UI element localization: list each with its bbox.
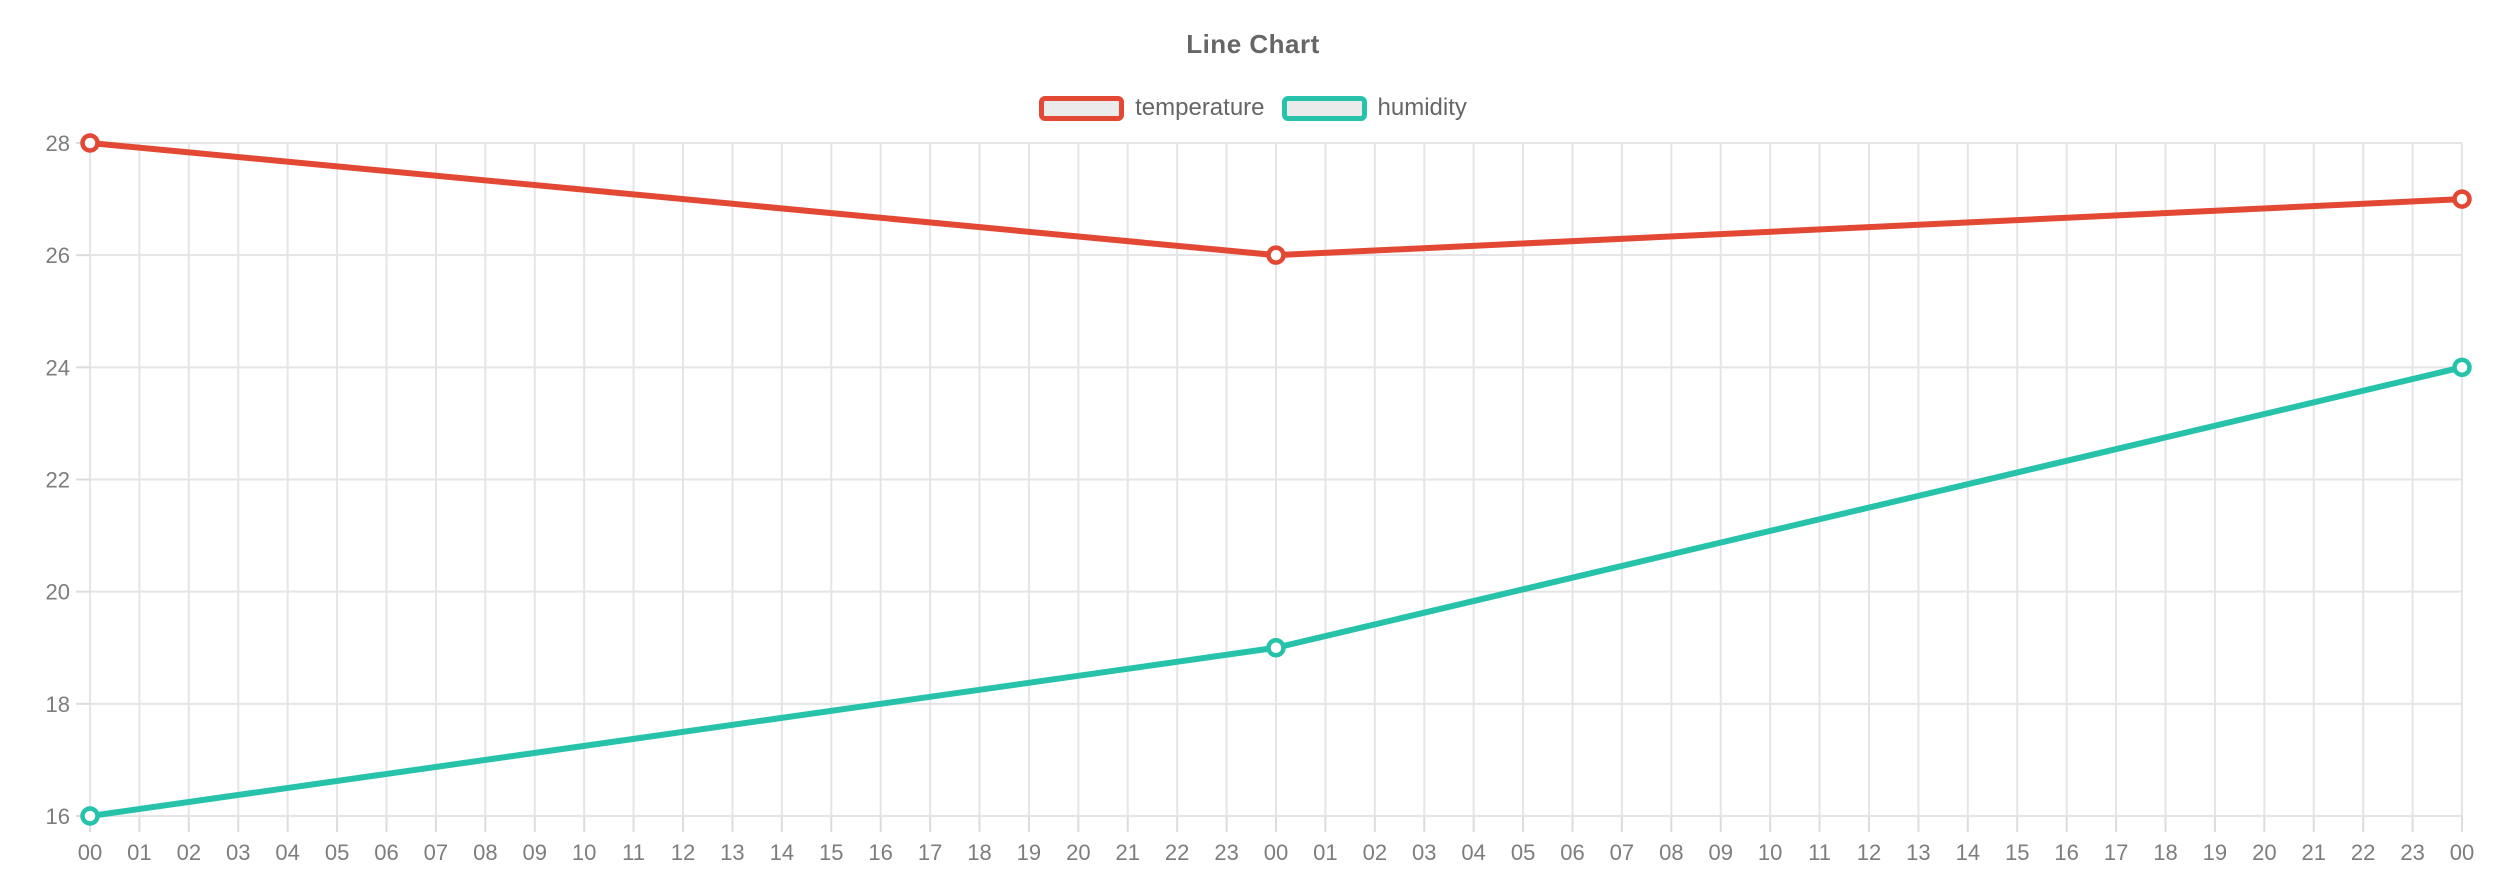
humidity-data-point[interactable]	[80, 806, 100, 826]
legend-label: humidity	[1377, 94, 1467, 121]
x-axis-label: 01	[1313, 840, 1337, 865]
x-axis-label: 00	[2450, 840, 2474, 865]
legend-item-humidity[interactable]: humidity	[1281, 94, 1467, 122]
y-axis-label: 16	[46, 804, 70, 829]
x-axis-label: 02	[177, 840, 201, 865]
x-axis-label: 11	[622, 840, 645, 865]
x-axis-label: 23	[1214, 840, 1238, 865]
x-axis-label: 06	[1560, 840, 1584, 865]
legend: temperature humidity	[0, 94, 2506, 122]
x-axis-label: 08	[473, 840, 497, 865]
x-axis-label: 12	[671, 840, 695, 865]
x-axis-label: 08	[1659, 840, 1683, 865]
legend-item-temperature[interactable]: temperature	[1039, 94, 1265, 122]
temperature-data-point[interactable]	[2452, 189, 2472, 209]
x-axis-label: 15	[819, 840, 843, 865]
y-axis-label: 18	[46, 692, 70, 717]
x-axis-label: 15	[2005, 840, 2029, 865]
x-axis-label: 10	[1758, 840, 1782, 865]
x-axis-label: 20	[1066, 840, 1090, 865]
y-axis-label: 22	[46, 468, 70, 493]
y-axis-label: 26	[46, 243, 70, 268]
x-axis-label: 01	[127, 840, 151, 865]
x-axis-label: 12	[1857, 840, 1881, 865]
x-axis-label: 03	[1412, 840, 1436, 865]
legend-swatch-icon	[1039, 95, 1125, 121]
x-axis-label: 02	[1363, 840, 1387, 865]
chart-title: Line Chart	[1186, 29, 1320, 59]
x-axis-label: 22	[2351, 840, 2375, 865]
x-axis-label: 19	[1017, 840, 1041, 865]
x-axis-label: 22	[1165, 840, 1189, 865]
temperature-data-point[interactable]	[80, 133, 100, 153]
x-axis-label: 16	[868, 840, 892, 865]
x-axis-label: 17	[918, 840, 942, 865]
x-axis-label: 09	[1709, 840, 1733, 865]
x-axis-label: 13	[720, 840, 744, 865]
x-axis-label: 17	[2104, 840, 2128, 865]
y-axis-label: 28	[46, 131, 70, 156]
y-axis-label: 24	[46, 355, 70, 380]
x-axis-label: 00	[1264, 840, 1288, 865]
x-axis-label: 18	[2153, 840, 2177, 865]
legend-swatch-icon	[1281, 95, 1367, 121]
x-axis-label: 14	[770, 840, 794, 865]
y-axis-label: 20	[46, 580, 70, 605]
x-axis-label: 21	[1116, 840, 1140, 865]
x-axis-label: 04	[275, 840, 299, 865]
x-axis-label: 19	[2203, 840, 2227, 865]
x-axis-label: 16	[2054, 840, 2078, 865]
x-axis-label: 05	[325, 840, 349, 865]
x-axis-label: 11	[1808, 840, 1831, 865]
x-axis-label: 05	[1511, 840, 1535, 865]
x-axis-label: 06	[374, 840, 398, 865]
legend-label: temperature	[1135, 94, 1265, 121]
humidity-data-point[interactable]	[1266, 638, 1286, 658]
x-axis-label: 18	[967, 840, 991, 865]
humidity-data-point[interactable]	[2452, 357, 2472, 378]
x-axis-label: 07	[424, 840, 448, 865]
x-axis-label: 00	[78, 840, 102, 865]
x-axis-label: 14	[1956, 840, 1980, 865]
x-axis-label: 23	[2400, 840, 2424, 865]
x-axis-label: 10	[572, 840, 596, 865]
x-axis-label: 03	[226, 840, 250, 865]
x-axis-label: 13	[1906, 840, 1930, 865]
x-axis-label: 09	[523, 840, 547, 865]
x-axis-label: 21	[2302, 840, 2326, 865]
x-axis-label: 07	[1610, 840, 1634, 865]
x-axis-label: 20	[2252, 840, 2276, 865]
x-axis-label: 04	[1461, 840, 1485, 865]
temperature-data-point[interactable]	[1266, 245, 1286, 265]
